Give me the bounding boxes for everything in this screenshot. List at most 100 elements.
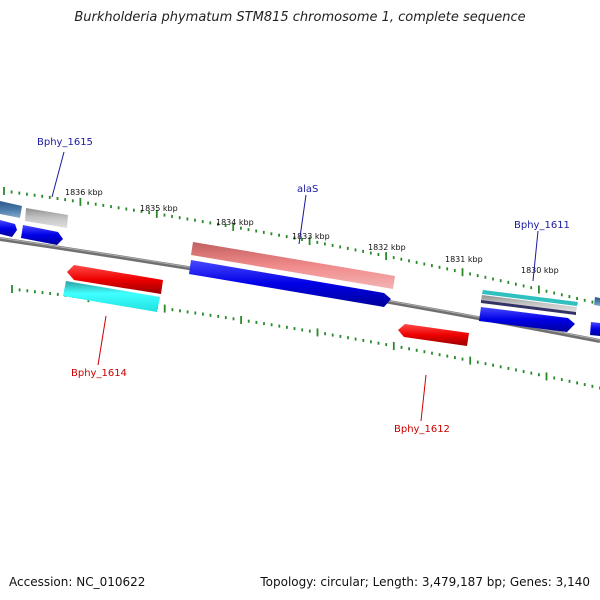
scale-tick-upper — [140, 209, 143, 213]
scale-tick-lower — [186, 310, 189, 314]
scale-tick-lower — [49, 292, 52, 295]
scale-tick-upper — [278, 233, 280, 237]
scale-tick-upper — [583, 298, 586, 302]
scale-tick-lower — [270, 323, 273, 327]
scale-tick-upper — [18, 191, 21, 195]
scale-tick-lower — [217, 314, 220, 318]
scale-tick-upper — [331, 243, 334, 247]
scale-tick-upper — [362, 249, 364, 253]
scale-tick-lower — [370, 340, 372, 344]
scale-tick-lower — [316, 328, 319, 337]
scale-tick-lower — [293, 327, 296, 331]
gene-blue-right[interactable] — [479, 307, 575, 332]
scale-tick-upper — [591, 300, 594, 304]
scale-tick-upper — [110, 205, 112, 209]
scale-tick-upper — [178, 216, 181, 220]
gene-steel-partial[interactable] — [0, 201, 22, 218]
gene-bphy-1611-navy[interactable] — [481, 300, 576, 315]
leader-line-alas — [298, 194, 307, 245]
scale-tick-lower — [454, 356, 456, 360]
scale-tick-lower — [240, 316, 242, 324]
scale-tick-lower — [560, 378, 563, 382]
scale-tick-lower — [522, 370, 525, 373]
scale-tick-upper — [553, 291, 556, 295]
gene-blue-partial[interactable] — [0, 220, 17, 237]
gene-red-left[interactable] — [67, 265, 163, 294]
scale-tick-upper — [499, 279, 502, 283]
scale-tick-upper — [163, 213, 166, 217]
scale-tick-upper — [26, 192, 28, 196]
scale-tick-upper — [545, 289, 548, 293]
scale-tick-lower — [339, 334, 342, 338]
scale-tick-upper — [64, 198, 66, 202]
scale-tick-upper — [240, 226, 242, 230]
scale-tick-lower — [392, 342, 395, 350]
scale-tick-lower — [469, 356, 472, 365]
scale-tick-lower — [171, 308, 174, 312]
scale-tick-upper — [415, 260, 418, 264]
label-bphy-1614[interactable]: Bphy_1614 — [71, 368, 127, 379]
gene-blue-right-partial[interactable] — [590, 322, 600, 336]
scale-tick-lower — [179, 309, 181, 313]
scale-tick-upper — [385, 252, 387, 261]
scale-tick-lower — [431, 351, 433, 355]
scale-tick-upper — [339, 245, 342, 249]
scale-tick-lower — [553, 376, 556, 380]
scale-tick-lower — [163, 304, 166, 313]
scale-tick-upper — [346, 246, 349, 250]
scale-tick-upper — [377, 253, 380, 256]
scale-tick-upper — [270, 232, 273, 236]
scale-tick-upper — [530, 286, 533, 290]
scale-tick-lower — [301, 328, 304, 332]
label-alas[interactable]: alaS — [297, 184, 318, 195]
scale-tick-lower — [415, 348, 418, 352]
scale-tick-upper — [201, 220, 204, 224]
scale-tick-upper — [247, 228, 250, 232]
scale-tick-upper — [484, 275, 487, 279]
scale-tick-upper — [515, 282, 517, 286]
scale-tick-lower — [576, 381, 578, 385]
gene-bphy-1611-gray[interactable] — [481, 295, 577, 312]
scale-tick-lower — [224, 316, 227, 320]
scale-tick-upper — [453, 269, 456, 273]
scale-tick-upper — [255, 229, 258, 233]
scale-tick-upper — [48, 195, 51, 199]
label-bphy-1611[interactable]: Bphy_1611 — [514, 220, 570, 231]
scale-tick-lower — [255, 320, 258, 324]
label-bphy-1615[interactable]: Bphy_1615 — [37, 137, 93, 148]
scale-tick-upper — [408, 259, 410, 263]
leader-line-bphy-1612 — [420, 374, 427, 422]
scale-tick-lower — [377, 341, 380, 345]
gene-bphy-1611-cyan[interactable] — [482, 290, 578, 306]
scale-tick-upper — [560, 293, 563, 297]
scale-tick-lower — [400, 345, 403, 349]
scale-tick-lower — [278, 324, 281, 328]
scale-tick-upper — [522, 284, 525, 288]
scale-tick-upper — [148, 211, 151, 215]
scale-tick-upper — [446, 267, 449, 271]
scale-tick-upper — [155, 209, 158, 218]
gene-bphy-1612[interactable] — [398, 324, 469, 346]
scale-tick-upper — [392, 256, 395, 260]
scale-tick-lower — [408, 347, 410, 351]
scale-tick-upper — [301, 238, 303, 241]
gene-blue-small[interactable] — [21, 225, 63, 245]
gene-bphy-1614[interactable] — [63, 281, 160, 312]
scale-tick-lower — [507, 366, 510, 370]
scale-tick-upper — [56, 197, 59, 200]
gene-alas[interactable] — [191, 242, 395, 289]
scale-tick-lower — [209, 313, 212, 317]
scale-tick-upper — [461, 268, 464, 277]
gene-steel-right-partial[interactable] — [594, 297, 600, 306]
scale-tick-lower — [263, 322, 265, 326]
scale-tick-lower — [568, 379, 571, 383]
scale-tick-upper — [431, 264, 433, 268]
gene-gray[interactable] — [25, 208, 68, 228]
scale-tick-lower — [476, 360, 479, 364]
gene-blue-large[interactable] — [189, 260, 391, 307]
label-bphy-1612[interactable]: Bphy_1612 — [394, 424, 450, 435]
scale-tick-upper — [507, 280, 510, 284]
scale-tick-lower — [286, 325, 288, 329]
scale-tick-upper — [568, 295, 571, 299]
scale-tick-upper — [538, 285, 540, 294]
